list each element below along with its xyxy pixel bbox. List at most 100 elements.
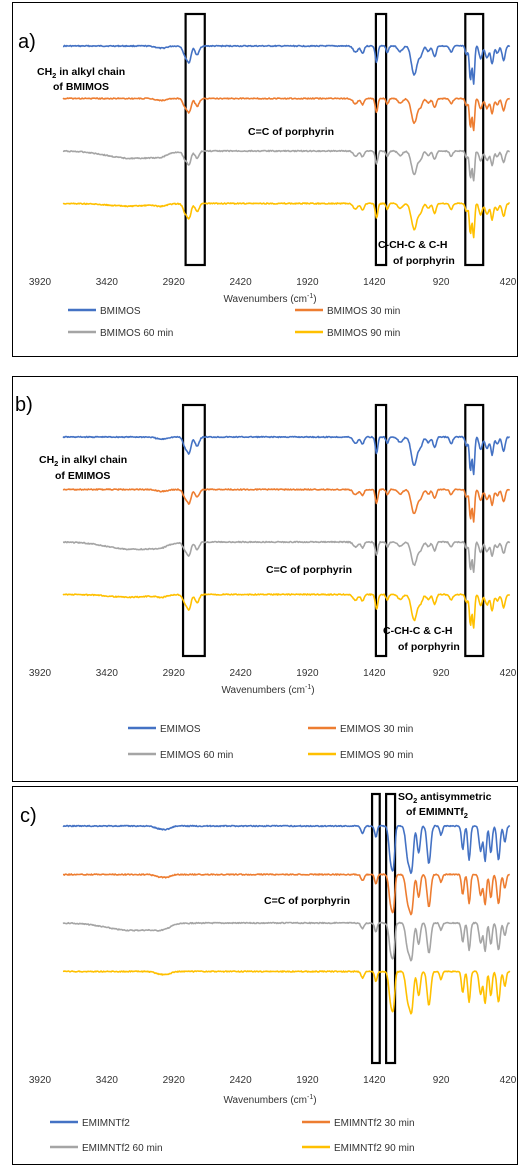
svg-text:CH2 in alkyl chain: CH2 in alkyl chain [37, 66, 125, 80]
panel-label: b) [15, 394, 33, 416]
highlight-box [464, 12, 485, 267]
series-line-emimntf2-90-min [62, 970, 511, 1015]
annotation-text: of porphyrin [393, 255, 455, 267]
legend-label: EMIMOS [160, 724, 201, 735]
x-tick-label: 1420 [363, 277, 386, 288]
series-line-emimntf2-30-min [62, 873, 511, 916]
x-tick-label: 2920 [163, 277, 186, 288]
series-line-emimos-60-min [62, 540, 511, 573]
x-tick-label: 2920 [163, 668, 186, 679]
x-tick-label: 3420 [96, 1075, 119, 1086]
x-tick-labels: 3920 3420 2920 2420 1920 1420 920 420 [29, 1075, 517, 1086]
annotation-subscript: 2 [54, 459, 58, 468]
x-axis-title: Wavenumbers (cm-1) [223, 293, 316, 305]
x-tick-label: 3420 [96, 277, 119, 288]
annotation-subscript: 2 [52, 71, 56, 80]
annotation-ch2: CH2 in alkyl chain of EMIMOS [39, 454, 127, 482]
x-tick-label: 2920 [163, 1075, 186, 1086]
legend-label: EMIMNTf2 30 min [334, 1118, 415, 1129]
annotation-text: in alkyl chain [58, 454, 127, 466]
annotation-text: in alkyl chain [56, 66, 125, 78]
x-tick-labels: 3920 3420 2920 2420 1920 1420 920 420 [29, 277, 517, 288]
series-line-bmimos-30-min [62, 97, 511, 132]
legend-label: EMIMNTf2 60 min [82, 1143, 163, 1154]
series-line-emimntf2 [62, 824, 511, 875]
highlight-box [181, 403, 206, 658]
annotation-text: CH [39, 454, 54, 466]
x-tick-label: 420 [500, 668, 517, 679]
legend-label: EMIMOS 60 min [160, 750, 233, 761]
annotation-text: SO [398, 791, 413, 803]
annotation-text: antisymmetric [417, 791, 491, 803]
x-tick-label: 2420 [229, 277, 252, 288]
legend-label: BMIMOS 30 min [327, 306, 400, 317]
highlight-box [370, 792, 381, 1065]
x-tick-label: 1920 [296, 1075, 319, 1086]
panel-a: a) 3920 3420 2920 2420 1920 1420 920 420 Wavenu… [12, 2, 518, 357]
series-line-emimos-90-min [62, 593, 511, 629]
panel-label: a) [18, 31, 36, 53]
legend-label: EMIMOS 30 min [340, 724, 413, 735]
panel-frame [12, 376, 518, 782]
svg-text:SO2 antisymmetric: SO2 antisymmetric [398, 791, 492, 805]
x-tick-label: 920 [433, 668, 450, 679]
x-tick-label: 1920 [296, 277, 319, 288]
annotation-text: of porphyrin [398, 641, 460, 653]
series-line-emimos [62, 435, 510, 476]
panel-c: c) 3920 3420 2920 2420 1920 1420 920 420 Wavenu… [12, 786, 518, 1165]
annotation-text: of BMIMOS [53, 81, 109, 93]
annotation-so2: SO2 antisymmetric of EMIMNTf2 [398, 791, 492, 820]
panel-b: b) 3920 3420 2920 2420 1920 1420 920 420 Wavenu… [12, 376, 518, 782]
x-tick-label: 1420 [363, 668, 386, 679]
x-tick-label: 420 [500, 277, 517, 288]
legend: EMIMNTf2 EMIMNTf2 30 min EMIMNTf2 60 min EM… [50, 1118, 415, 1154]
series-line-bmimos-90-min [62, 202, 510, 239]
annotation-cc: C=C of porphyrin [248, 126, 334, 138]
legend: EMIMOS EMIMOS 30 min EMIMOS 60 min EMIMOS 9… [128, 724, 413, 761]
panel-label: c) [20, 805, 37, 827]
legend: BMIMOS BMIMOS 30 min BMIMOS 60 min BMIMOS 9… [68, 306, 400, 339]
svg-text:of EMIMNTf2: of EMIMNTf2 [406, 806, 468, 820]
series-line-emimos-30-min [62, 488, 510, 523]
x-axis-title: Wavenumbers (cm-1) [223, 1094, 316, 1106]
svg-text:CH2 in alkyl chain: CH2 in alkyl chain [39, 454, 127, 468]
highlight-box [464, 403, 485, 658]
panel-frame [12, 2, 518, 357]
annotation-text: CH [37, 66, 52, 78]
legend-label: EMIMOS 90 min [340, 750, 413, 761]
annotation-ch2: CH2 in alkyl chain of BMIMOS [37, 66, 125, 93]
annotation-subscript: 2 [413, 796, 417, 805]
x-tick-label: 920 [433, 1075, 450, 1086]
legend-label: BMIMOS 90 min [327, 328, 400, 339]
x-tick-label: 3920 [29, 277, 52, 288]
panel-frame [12, 786, 518, 1165]
legend-label: BMIMOS 60 min [100, 328, 173, 339]
x-tick-label: 2420 [229, 1075, 252, 1086]
annotation-cchc: C-CH-C & C-H of porphyrin [378, 239, 455, 267]
highlight-box [184, 12, 206, 267]
x-tick-label: 1920 [296, 668, 319, 679]
highlight-box [374, 403, 388, 658]
annotation-subscript: 2 [464, 811, 468, 820]
annotation-text: C-CH-C & C-H [383, 625, 452, 637]
legend-label: BMIMOS [100, 306, 141, 317]
series-line-emimntf2-60-min [62, 921, 510, 962]
x-tick-label: 3920 [29, 1075, 52, 1086]
plot-area [62, 403, 511, 658]
annotation-text: C-CH-C & C-H [378, 239, 447, 251]
highlight-box [374, 12, 388, 267]
x-tick-label: 1420 [363, 1075, 386, 1086]
annotation-text: of EMIMOS [55, 470, 110, 482]
plot-area [62, 792, 511, 1065]
series-line-bmimos [62, 44, 511, 85]
x-tick-label: 3920 [29, 668, 52, 679]
series-line-bmimos-60-min [62, 149, 510, 182]
legend-label: EMIMNTf2 [82, 1118, 130, 1129]
legend-label: EMIMNTf2 90 min [334, 1143, 415, 1154]
x-axis-title: Wavenumbers (cm-1) [221, 684, 314, 696]
x-tick-label: 3420 [96, 668, 119, 679]
annotation-cc: C=C of porphyrin [264, 895, 350, 907]
x-tick-label: 2420 [229, 668, 252, 679]
plot-area [62, 12, 511, 267]
